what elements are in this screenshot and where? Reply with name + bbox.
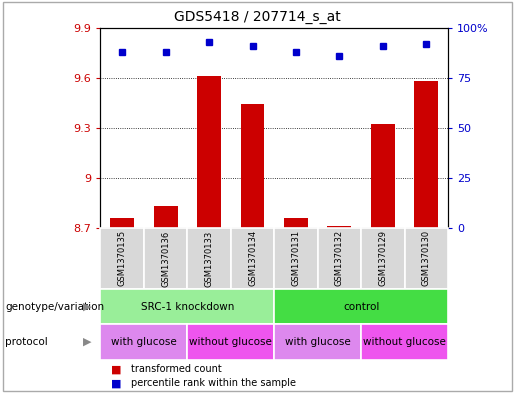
- Bar: [405, 228, 448, 289]
- Text: GSM1370136: GSM1370136: [161, 230, 170, 286]
- Text: ■: ■: [111, 378, 121, 388]
- Text: protocol: protocol: [5, 337, 48, 347]
- Bar: [318, 228, 361, 289]
- Text: GSM1370132: GSM1370132: [335, 230, 344, 286]
- Text: without glucose: without glucose: [190, 337, 272, 347]
- Bar: [100, 289, 274, 324]
- Text: with glucose: with glucose: [111, 337, 177, 347]
- Bar: [361, 324, 448, 360]
- Bar: [100, 228, 144, 289]
- Text: ▶: ▶: [83, 337, 92, 347]
- Bar: [100, 324, 187, 360]
- Bar: [274, 289, 448, 324]
- Text: percentile rank within the sample: percentile rank within the sample: [131, 378, 296, 388]
- Text: GSM1370133: GSM1370133: [204, 230, 214, 286]
- Text: GSM1370130: GSM1370130: [422, 230, 431, 286]
- Bar: [110, 218, 134, 228]
- Bar: [274, 228, 318, 289]
- Text: with glucose: with glucose: [285, 337, 351, 347]
- Bar: [284, 218, 308, 228]
- Text: SRC-1 knockdown: SRC-1 knockdown: [141, 301, 234, 312]
- Text: GSM1370131: GSM1370131: [291, 230, 300, 286]
- Bar: [371, 124, 395, 228]
- Text: ■: ■: [111, 364, 121, 375]
- Text: genotype/variation: genotype/variation: [5, 301, 104, 312]
- Bar: [197, 76, 221, 228]
- Bar: [361, 228, 405, 289]
- Bar: [415, 81, 438, 228]
- Text: ▶: ▶: [83, 301, 92, 312]
- Bar: [187, 324, 274, 360]
- Text: without glucose: without glucose: [363, 337, 446, 347]
- Text: transformed count: transformed count: [131, 364, 222, 375]
- Bar: [144, 228, 187, 289]
- Text: GSM1370129: GSM1370129: [379, 230, 387, 286]
- Text: GSM1370135: GSM1370135: [117, 230, 127, 286]
- Bar: [274, 324, 361, 360]
- Bar: [328, 226, 351, 228]
- Text: GSM1370134: GSM1370134: [248, 230, 257, 286]
- Bar: [231, 228, 274, 289]
- Bar: [241, 105, 265, 228]
- Text: control: control: [343, 301, 380, 312]
- Bar: [187, 228, 231, 289]
- Text: GDS5418 / 207714_s_at: GDS5418 / 207714_s_at: [174, 10, 341, 24]
- Bar: [153, 206, 178, 228]
